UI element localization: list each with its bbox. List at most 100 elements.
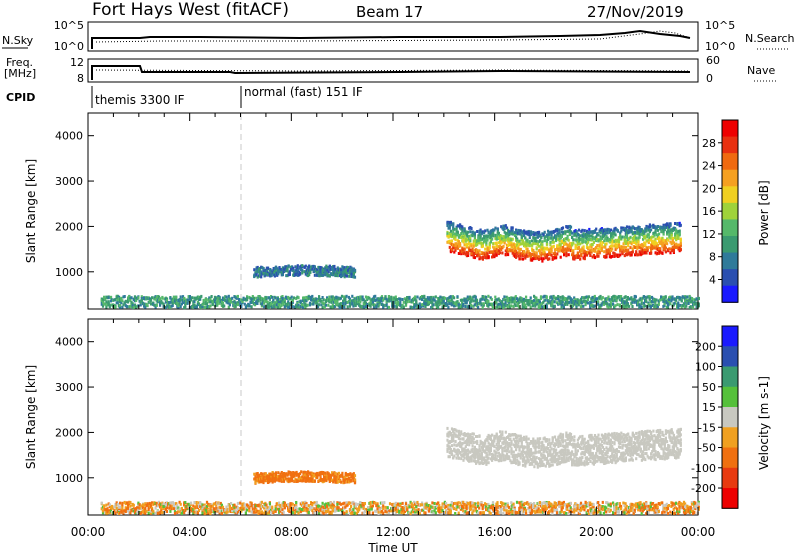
data-cell — [539, 300, 541, 303]
data-cell — [288, 265, 290, 268]
data-cell — [649, 297, 651, 300]
data-cell — [623, 250, 625, 253]
data-cell — [190, 502, 192, 505]
data-cell — [650, 306, 652, 309]
data-cell — [591, 249, 593, 252]
data-cell — [596, 244, 598, 247]
data-cell — [559, 296, 561, 299]
data-cell — [635, 250, 637, 253]
data-cell — [231, 297, 233, 300]
data-cell — [555, 236, 557, 239]
data-cell — [414, 295, 416, 298]
data-cell — [567, 235, 569, 238]
data-cell — [679, 232, 681, 235]
data-cell — [398, 510, 400, 513]
data-cell — [116, 507, 118, 510]
data-cell — [237, 303, 239, 306]
data-cell — [491, 298, 493, 301]
data-cell — [411, 306, 413, 309]
data-cell — [253, 268, 255, 271]
nsearch-tick-high: 10^5 — [705, 19, 735, 32]
data-cell — [583, 245, 585, 248]
data-cell — [311, 503, 313, 506]
data-cell — [237, 295, 239, 298]
data-cell — [350, 505, 352, 508]
data-cell — [295, 501, 297, 504]
data-cell — [237, 502, 239, 505]
data-cell — [520, 257, 522, 260]
data-cell — [248, 305, 250, 308]
data-cell — [371, 508, 373, 511]
data-cell — [209, 304, 211, 307]
data-cell — [691, 297, 693, 300]
data-cell — [308, 297, 310, 300]
data-cell — [435, 295, 437, 298]
data-cell — [271, 296, 273, 299]
data-cell — [645, 252, 647, 255]
data-cell — [602, 296, 604, 299]
data-cell — [572, 242, 574, 245]
data-cell — [464, 305, 466, 308]
data-cell — [522, 258, 524, 261]
data-cell — [327, 304, 329, 307]
data-cell — [478, 249, 480, 252]
data-cell — [679, 230, 681, 233]
data-cell — [483, 302, 485, 305]
data-cell — [555, 256, 557, 259]
data-cell — [308, 504, 310, 507]
data-cell — [491, 238, 493, 241]
data-cell — [408, 300, 410, 303]
data-cell — [661, 244, 663, 247]
data-cell — [658, 236, 660, 239]
data-cell — [124, 295, 126, 298]
data-cell — [453, 228, 455, 231]
data-cell — [525, 306, 527, 309]
data-cell — [374, 295, 376, 298]
colorbar-tick-label: 28 — [702, 137, 716, 150]
data-cell — [546, 296, 548, 299]
power-scatter — [101, 221, 700, 309]
data-cell — [572, 300, 574, 303]
data-cell — [253, 297, 255, 300]
data-cell — [105, 504, 107, 507]
data-cell — [166, 510, 168, 513]
data-cell — [348, 502, 350, 505]
data-cell — [239, 502, 241, 505]
data-cell — [151, 296, 153, 299]
data-cell — [512, 226, 514, 229]
data-cell — [114, 512, 116, 515]
data-cell — [201, 512, 203, 515]
data-cell — [292, 511, 294, 514]
cpid-segment-1: themis 3300 IF — [95, 93, 185, 107]
data-cell — [680, 238, 682, 241]
data-cell — [496, 250, 498, 253]
data-cell — [191, 296, 193, 299]
freq-panel: Freq. [MHz] 12 8 60 0 Nave — [4, 54, 778, 85]
data-cell — [641, 306, 643, 309]
colorbar-tick-label: 16 — [702, 205, 716, 218]
data-cell — [161, 297, 163, 300]
data-cell — [538, 231, 540, 234]
data-cell — [597, 303, 599, 306]
data-cell — [496, 254, 498, 257]
data-cell — [675, 246, 677, 249]
data-cell — [517, 255, 519, 258]
data-cell — [538, 258, 540, 261]
data-cell — [538, 245, 540, 248]
data-cell — [248, 509, 250, 512]
data-cell — [370, 501, 372, 504]
data-cell — [230, 502, 232, 505]
data-cell — [418, 508, 420, 511]
data-cell — [296, 508, 298, 511]
data-cell — [553, 241, 555, 244]
data-cell — [501, 252, 503, 255]
data-cell — [540, 295, 542, 298]
data-cell — [382, 507, 384, 510]
data-cell — [560, 256, 562, 259]
data-cell — [579, 258, 581, 261]
data-cell — [565, 249, 567, 252]
data-cell — [529, 252, 531, 255]
data-cell — [601, 244, 603, 247]
velocity-plot-frame — [88, 319, 698, 515]
data-cell — [169, 501, 171, 504]
